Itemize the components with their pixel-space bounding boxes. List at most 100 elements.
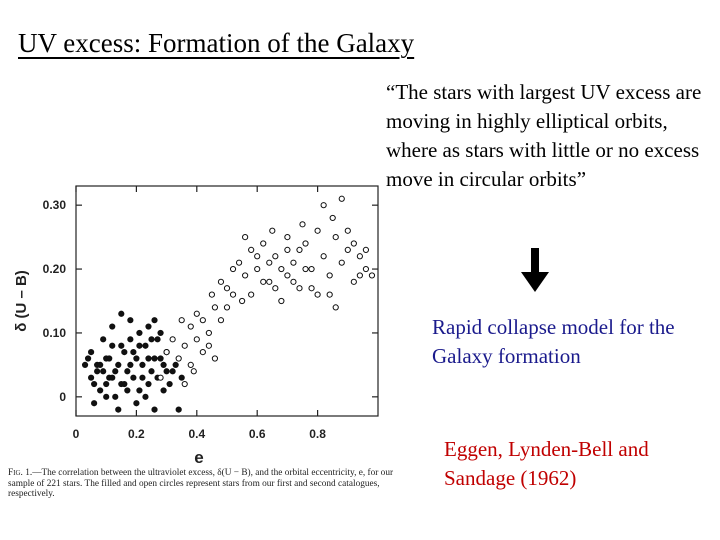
data-point-filled — [151, 317, 158, 324]
data-point-filled — [136, 387, 143, 394]
data-point-open — [278, 265, 285, 273]
data-point-filled — [148, 336, 155, 343]
data-point-open — [362, 246, 370, 253]
data-point-filled — [106, 355, 113, 362]
data-point-open — [338, 259, 345, 266]
data-point-open — [205, 342, 212, 349]
x-tick-label: 0.4 — [188, 427, 205, 441]
data-point-open — [344, 227, 351, 234]
data-point-filled — [160, 361, 167, 368]
data-point-open — [356, 253, 363, 260]
data-point-filled — [160, 387, 167, 394]
x-tick-label: 0.6 — [249, 427, 266, 441]
data-point-filled — [148, 368, 155, 375]
data-point-open — [332, 234, 339, 241]
data-point-filled — [163, 368, 170, 375]
figure-caption: Fig. 1.—The correlation between the ultr… — [8, 468, 394, 500]
data-point-filled — [151, 355, 158, 362]
data-point-filled — [103, 380, 110, 388]
data-point-filled — [166, 380, 173, 388]
data-point-open — [284, 246, 291, 253]
data-point-filled — [115, 361, 122, 368]
data-point-open — [272, 253, 279, 260]
data-point-open — [308, 265, 315, 273]
data-point-filled — [100, 368, 107, 375]
x-tick-label: 0.2 — [128, 427, 145, 441]
data-point-open — [223, 285, 231, 292]
conclusion-text: Rapid collapse model for the Galaxy form… — [432, 315, 675, 368]
data-point-filled — [133, 355, 140, 362]
data-point-open — [329, 214, 336, 222]
data-point-open — [199, 317, 206, 324]
data-point-open — [205, 329, 212, 337]
data-point-open — [190, 368, 197, 375]
data-point-open — [284, 272, 291, 279]
data-point-open — [266, 278, 273, 285]
data-point-filled — [100, 336, 107, 343]
data-point-filled — [103, 393, 110, 400]
data-point-filled — [115, 406, 122, 413]
data-point-filled — [121, 349, 128, 356]
data-point-filled — [157, 329, 164, 337]
y-tick-label: 0.10 — [43, 326, 67, 340]
quote-text: “The stars with largest UV excess are mo… — [386, 80, 702, 191]
data-point-filled — [139, 361, 146, 368]
data-point-filled — [91, 400, 98, 407]
scatter-chart: 0 0.2 0.4 0.6 0.8 0 0.10 0.20 0.30 e δ (U – B) — [13, 185, 379, 467]
data-point-open — [260, 240, 267, 247]
data-point-open — [296, 285, 303, 292]
caption-label: Fig. 1. — [8, 468, 33, 478]
data-point-filled — [94, 368, 101, 375]
data-point-open — [299, 221, 306, 228]
data-point-filled — [97, 387, 104, 394]
reference-text: Eggen, Lynden-Bell and Sandage (1962) — [444, 437, 649, 490]
data-point-filled — [112, 393, 119, 400]
data-point-open — [199, 349, 206, 356]
data-point-filled — [136, 329, 143, 337]
data-point-open — [278, 297, 285, 305]
data-point-filled — [133, 400, 140, 407]
data-point-open — [284, 234, 291, 241]
data-point-open — [350, 240, 357, 247]
x-axis-label: e — [194, 448, 203, 466]
data-point-open — [242, 272, 249, 279]
data-point-filled — [118, 310, 125, 317]
data-point-open — [338, 195, 345, 202]
data-point-open — [187, 323, 194, 330]
data-point-filled — [157, 355, 164, 362]
data-point-filled — [109, 374, 116, 381]
data-point-filled — [175, 406, 182, 413]
data-point-filled — [127, 336, 134, 343]
data-point-filled — [124, 387, 131, 394]
data-point-filled — [84, 355, 92, 362]
data-point-open — [320, 202, 327, 209]
data-point-open — [217, 317, 225, 324]
data-point-open — [308, 285, 315, 292]
data-point-open — [217, 278, 225, 285]
data-point-filled — [130, 374, 137, 381]
data-point-open — [290, 278, 297, 285]
data-point-open — [272, 285, 279, 292]
data-point-filled — [88, 349, 95, 356]
data-point-open — [229, 265, 237, 273]
y-axis-label: δ (U – B) — [13, 270, 30, 332]
data-point-open — [314, 291, 321, 298]
data-point-filled — [172, 361, 179, 368]
down-arrow-icon — [521, 248, 549, 292]
data-point-filled — [145, 323, 152, 330]
data-point-filled — [88, 374, 95, 381]
data-point-open — [157, 374, 164, 381]
data-point-filled — [91, 380, 98, 388]
slide-title: UV excess: Formation of the Galaxy — [18, 28, 415, 58]
x-tick-label: 0 — [73, 427, 80, 441]
data-point-filled — [136, 342, 143, 349]
data-point-open — [181, 380, 188, 388]
data-point-filled — [127, 317, 134, 324]
data-point-filled — [130, 349, 137, 356]
plot-frame — [75, 185, 379, 417]
data-point-open — [211, 304, 219, 311]
data-point-open — [187, 361, 194, 368]
data-point-open — [362, 265, 370, 273]
data-point-open — [260, 278, 267, 285]
data-point-open — [302, 265, 309, 273]
